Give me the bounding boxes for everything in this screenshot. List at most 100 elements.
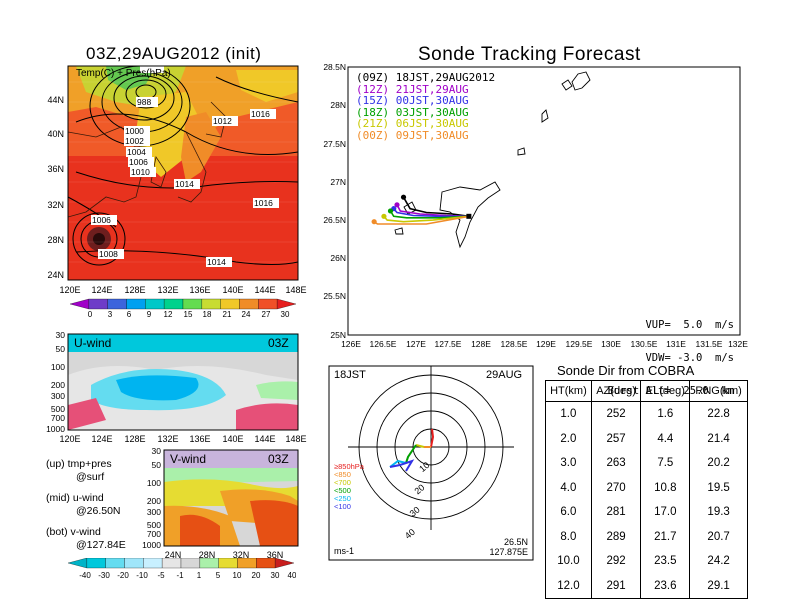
colorbar-swatch: [162, 558, 182, 569]
p-tick: 200: [147, 496, 161, 506]
u-lon-ticks: 120E 124E 128E 132E 136E 140E 144E 148E: [59, 434, 306, 444]
p-tick: 30: [56, 330, 66, 340]
lat-tick: 26N: [330, 253, 346, 263]
colorbar-label: 18: [203, 310, 212, 319]
colorbar-swatch: [277, 298, 297, 310]
table-row: 1.0 252 1.6 22.8: [545, 401, 748, 427]
contour-label: 1014: [175, 179, 194, 189]
lat-tick: 28N: [199, 550, 216, 560]
lon-tick: 131.5E: [696, 339, 723, 349]
p-tick: 700: [147, 529, 161, 539]
legend-row: (18Z) 03JST,30AUG: [356, 105, 495, 119]
p-tick: 300: [51, 391, 65, 401]
ring-labels: 10 20 30 40: [403, 460, 431, 541]
lat-tick: 28N: [330, 100, 346, 110]
colorbar-swatch: [107, 298, 127, 310]
track-map: 28.5N 28N 27.5N 27N 26.5N 26N 25.5N 25N …: [323, 62, 748, 349]
lon-tick: 120E: [59, 285, 80, 295]
table-cell: 23.5: [640, 549, 691, 574]
table-cell: 7.5: [640, 451, 691, 476]
lon-tick-labels: 120E 124E 128E 132E 136E 140E 144E 148E: [59, 285, 306, 295]
legend-text: 03JST,30AUG: [395, 105, 469, 119]
colorbar-label: -40: [79, 571, 91, 580]
p-tick: 200: [51, 380, 65, 390]
v-wind-time: 03Z: [268, 452, 289, 466]
p-tick: 500: [147, 520, 161, 530]
table-cell: 22.8: [689, 401, 748, 427]
table-cell: 2.0: [545, 426, 592, 451]
lon-tick: 127E: [406, 339, 426, 349]
temp-colorbar-labels: 0 3 6 9 12 15 18 21 24 27 30: [88, 310, 290, 319]
table-cell: 6.0: [545, 500, 592, 525]
colorbar-swatch: [143, 558, 163, 569]
lon-tick: 136E: [189, 285, 210, 295]
colorbar-label: 10: [233, 571, 242, 580]
table-cell: 20.7: [689, 524, 748, 549]
colorbar-swatch: [256, 558, 276, 569]
table-header-row: HT(km) AZ(deg) EL(deg) RNG(km): [545, 380, 748, 402]
contour-label: 1000: [125, 126, 144, 136]
table-cell: 8.0: [545, 524, 592, 549]
pressure-item: <500: [334, 486, 351, 495]
p-tick: 1000: [46, 424, 65, 434]
colorbar-label: 27: [262, 310, 271, 319]
u-wind-time: 03Z: [268, 336, 289, 350]
lon-tick: 127.5E: [435, 339, 462, 349]
track-lines: [371, 194, 472, 225]
polar-loc-lat: 26.5N: [504, 537, 528, 547]
lon-tick: 124E: [91, 434, 112, 444]
table-cell: 263: [590, 451, 642, 476]
u-wind-panel: U-wind 03Z 30 50 100 200 300 500 700 100…: [46, 330, 306, 444]
pressure-legend: ≥850hPa <850 <700 <500 <250 <100: [334, 462, 365, 511]
lon-tick: 130.5E: [631, 339, 658, 349]
note-up: (up) tmp+pres @surf: [46, 458, 126, 484]
track-series-line: [373, 215, 470, 225]
temp-pressure-map: Temp(C) + Pres(hPa) 988 1012 1016 1000 1…: [47, 65, 307, 319]
colorbar-swatch: [199, 558, 219, 569]
lat-tick: 44N: [47, 95, 64, 105]
lat-tick: 25.5N: [323, 291, 346, 301]
legend-row: (00Z) 09JST,30AUG: [356, 129, 495, 142]
legend-text: 18JST,29AUG2012: [395, 71, 496, 84]
note-bot: (bot) v-wind @127.84E: [46, 526, 126, 552]
lon-tick: 144E: [254, 434, 275, 444]
colorbar-label: 30: [281, 310, 290, 319]
lat-tick: 40N: [47, 129, 64, 139]
track-endpoint: [387, 208, 394, 214]
table-row: 6.0 281 17.0 19.3: [545, 500, 748, 525]
param-vup: VUP= 5.0 m/s: [645, 319, 734, 331]
pressure-item: ≥850hPa: [334, 462, 365, 471]
table-row: 2.0 257 4.4 21.4: [545, 426, 748, 451]
colorbar-swatch: [180, 558, 200, 569]
lon-tick: 129E: [536, 339, 556, 349]
col-header-az: AZ(deg): [590, 380, 642, 402]
polar-loc-lon: 127.875E: [489, 547, 528, 557]
note-line: @26.50N: [76, 505, 121, 517]
colorbar-label: 1: [197, 571, 202, 580]
table-cell: 4.0: [545, 475, 592, 500]
lat-tick: 28N: [47, 235, 64, 245]
table-cell: 1.0: [545, 401, 592, 427]
u-wind-label: U-wind: [74, 336, 111, 350]
u-p-ticks: 30 50 100 200 300 500 700 1000: [46, 330, 65, 434]
track-endpoint: [381, 213, 387, 219]
contour-label: Temp(C) + Pres(hPa): [76, 68, 171, 79]
v-lat-ticks: 24N 28N 32N 36N: [165, 550, 284, 560]
track-series-line: [393, 208, 469, 218]
lat-tick: 28.5N: [323, 62, 346, 72]
panel-notes: (up) tmp+pres @surf (mid) u-wind @26.50N…: [46, 458, 126, 552]
contour-label: 1008: [99, 249, 118, 259]
lat-tick: 25N: [330, 330, 346, 340]
p-tick: 300: [147, 507, 161, 517]
contour-label-group: Temp(C) + Pres(hPa) 988 1012 1016 1000 1…: [76, 66, 279, 267]
track-series-line: [389, 210, 469, 219]
table-cell: 23.6: [640, 573, 691, 599]
colorbar-swatch: [145, 298, 165, 310]
pressure-item: <850: [334, 470, 351, 479]
lat-tick: 27.5N: [323, 139, 346, 149]
contour-label: 1010: [131, 167, 150, 177]
pressure-item: <250: [334, 494, 351, 503]
table-cell: 4.4: [640, 426, 691, 451]
colorbar-label: 6: [127, 310, 132, 319]
table-cell: 281: [590, 500, 642, 525]
